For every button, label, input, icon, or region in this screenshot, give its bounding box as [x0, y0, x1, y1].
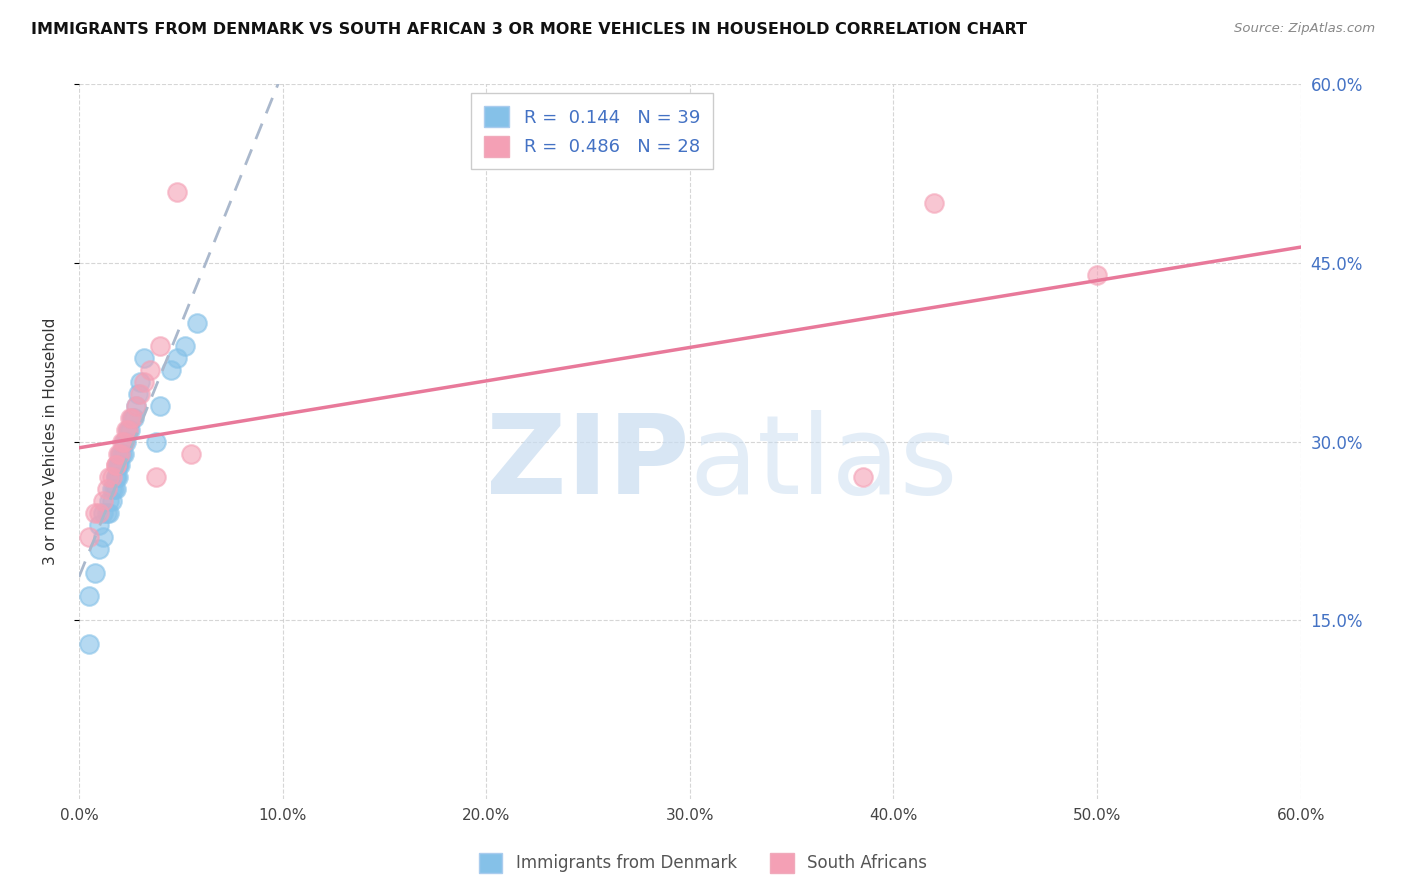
- Point: [149, 339, 172, 353]
- Point: [77, 530, 100, 544]
- Point: [93, 494, 115, 508]
- Text: Source: ZipAtlas.com: Source: ZipAtlas.com: [1234, 22, 1375, 36]
- Point: [84, 566, 107, 580]
- Legend: Immigrants from Denmark, South Africans: Immigrants from Denmark, South Africans: [472, 847, 934, 880]
- Point: [149, 399, 172, 413]
- Point: [121, 410, 143, 425]
- Point: [89, 517, 111, 532]
- Point: [132, 375, 155, 389]
- Text: IMMIGRANTS FROM DENMARK VS SOUTH AFRICAN 3 OR MORE VEHICLES IN HOUSEHOLD CORRELA: IMMIGRANTS FROM DENMARK VS SOUTH AFRICAN…: [31, 22, 1026, 37]
- Point: [125, 399, 148, 413]
- Point: [104, 458, 127, 473]
- Point: [107, 458, 129, 473]
- Point: [159, 363, 181, 377]
- Point: [100, 482, 122, 496]
- Point: [118, 410, 141, 425]
- Point: [173, 339, 195, 353]
- Point: [121, 410, 143, 425]
- Point: [77, 590, 100, 604]
- Point: [93, 506, 115, 520]
- Point: [108, 458, 131, 473]
- Point: [96, 506, 118, 520]
- Point: [89, 541, 111, 556]
- Point: [1085, 268, 1108, 282]
- Point: [84, 506, 107, 520]
- Point: [98, 470, 121, 484]
- Point: [98, 506, 121, 520]
- Point: [114, 434, 136, 449]
- Text: ZIP: ZIP: [486, 409, 690, 516]
- Point: [107, 458, 129, 473]
- Point: [125, 399, 148, 413]
- Point: [122, 410, 145, 425]
- Point: [111, 434, 134, 449]
- Point: [166, 185, 188, 199]
- Point: [112, 434, 135, 449]
- Point: [93, 530, 115, 544]
- Point: [77, 637, 100, 651]
- Point: [107, 446, 129, 460]
- Point: [118, 423, 141, 437]
- Point: [112, 434, 135, 449]
- Point: [107, 470, 129, 484]
- Point: [186, 316, 208, 330]
- Point: [129, 375, 152, 389]
- Point: [100, 494, 122, 508]
- Point: [129, 387, 152, 401]
- Point: [132, 351, 155, 366]
- Point: [104, 482, 127, 496]
- Point: [922, 196, 945, 211]
- Point: [104, 470, 127, 484]
- Point: [100, 470, 122, 484]
- Point: [112, 446, 135, 460]
- Point: [145, 434, 167, 449]
- Y-axis label: 3 or more Vehicles in Household: 3 or more Vehicles in Household: [44, 318, 58, 566]
- Point: [108, 446, 131, 460]
- Point: [145, 470, 167, 484]
- Point: [104, 458, 127, 473]
- Point: [114, 423, 136, 437]
- Legend: R =  0.144   N = 39, R =  0.486   N = 28: R = 0.144 N = 39, R = 0.486 N = 28: [471, 94, 713, 169]
- Point: [180, 446, 202, 460]
- Point: [139, 363, 162, 377]
- Point: [111, 446, 134, 460]
- Point: [117, 423, 139, 437]
- Point: [166, 351, 188, 366]
- Point: [127, 387, 149, 401]
- Point: [96, 482, 118, 496]
- Point: [104, 470, 127, 484]
- Point: [117, 423, 139, 437]
- Text: atlas: atlas: [690, 409, 959, 516]
- Point: [89, 506, 111, 520]
- Point: [98, 494, 121, 508]
- Point: [103, 482, 125, 496]
- Point: [852, 470, 875, 484]
- Point: [108, 446, 131, 460]
